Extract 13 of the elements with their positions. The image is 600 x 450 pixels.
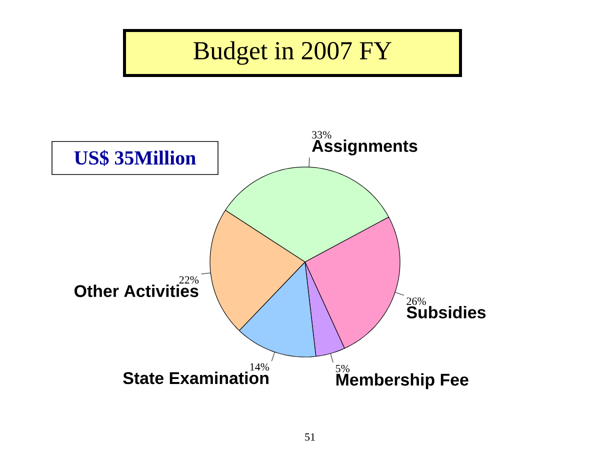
slice-label: Assignments xyxy=(312,140,418,156)
slice-label: Membership Fee xyxy=(336,373,468,390)
data-label: 26% xyxy=(406,298,426,305)
slice-label: Subsidies xyxy=(406,306,486,318)
data-label: 22% xyxy=(179,276,199,284)
text: US$ 35Million xyxy=(74,150,196,166)
slice-label: State Examination xyxy=(123,372,268,384)
slice-label: Other Activities xyxy=(74,284,198,298)
text: 51 xyxy=(305,433,315,441)
data-label: 33% xyxy=(312,131,332,139)
chart-title: Budget in 2007 FY xyxy=(194,41,392,65)
data-label: 5% xyxy=(336,364,350,372)
data-label: 14% xyxy=(250,363,270,371)
